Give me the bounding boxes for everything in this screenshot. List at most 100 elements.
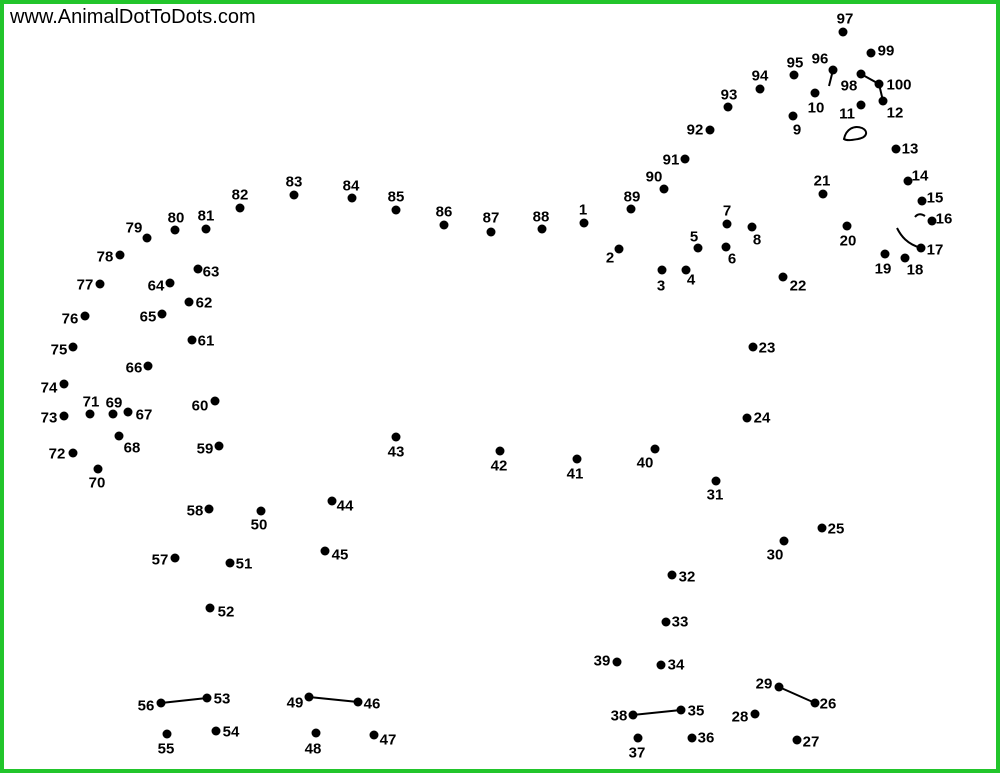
dot-marker	[633, 733, 643, 743]
dot-37: 37	[629, 733, 645, 762]
dot-marker	[162, 729, 172, 739]
dot-number-label: 27	[803, 734, 820, 751]
dot-35: 35	[676, 703, 705, 720]
dot-number-label: 4	[687, 272, 696, 289]
dot-number-label: 24	[754, 410, 771, 427]
dot-marker	[650, 444, 660, 454]
dot-81: 81	[198, 208, 214, 234]
dot-number-label: 2	[606, 250, 614, 267]
dot-marker	[193, 264, 203, 274]
dot-70: 70	[89, 464, 106, 492]
dot-88: 88	[533, 209, 550, 234]
dot-marker	[187, 335, 197, 345]
dot-25: 25	[817, 521, 845, 538]
dot-number-label: 14	[912, 168, 929, 185]
dot-number-label: 10	[808, 100, 825, 117]
dot-marker	[205, 603, 215, 613]
dot-number-label: 1	[579, 202, 587, 219]
dot-number-label: 82	[232, 187, 249, 204]
dot-90: 90	[646, 169, 669, 194]
dot-marker	[878, 96, 888, 106]
dot-number-label: 29	[756, 676, 773, 693]
dot-54: 54	[211, 724, 240, 741]
dot-76: 76	[62, 311, 90, 328]
dot-marker	[774, 682, 784, 692]
dot-marker	[214, 441, 224, 451]
dot-marker	[903, 176, 913, 186]
dot-22: 22	[778, 272, 807, 295]
dot-77: 77	[77, 277, 105, 294]
dot-marker	[157, 309, 167, 319]
dot-number-label: 12	[887, 105, 904, 122]
dot-64: 64	[148, 278, 175, 295]
dot-marker	[204, 504, 214, 514]
dot-11: 11	[839, 100, 866, 123]
dot-number-label: 22	[790, 278, 807, 295]
dot-number-label: 57	[152, 552, 169, 569]
dot-marker	[347, 193, 357, 203]
dot-marker	[693, 243, 703, 253]
dot-number-label: 78	[97, 249, 114, 266]
dot-number-label: 45	[332, 547, 349, 564]
dot-95: 95	[787, 55, 803, 80]
dot-number-label: 88	[533, 209, 550, 226]
dot-number-label: 52	[218, 604, 235, 621]
dot-marker	[391, 205, 401, 215]
dot-number-label: 73	[41, 410, 58, 427]
dot-marker	[170, 225, 180, 235]
dot-marker	[747, 222, 757, 232]
dot-marker	[320, 546, 330, 556]
dot-42: 42	[491, 446, 507, 475]
dot-24: 24	[742, 410, 771, 427]
dot-marker	[486, 227, 496, 237]
dot-8: 8	[747, 222, 761, 249]
dot-number-label: 35	[688, 703, 705, 720]
dot-marker	[68, 342, 78, 352]
dot-33: 33	[661, 614, 688, 631]
dot-55: 55	[158, 729, 174, 758]
dot-marker	[59, 411, 69, 421]
dot-marker	[705, 125, 715, 135]
dot-32: 32	[667, 569, 695, 586]
dot-number-label: 54	[223, 724, 240, 741]
dot-40: 40	[637, 444, 660, 472]
dot-marker	[748, 342, 758, 352]
dot-marker	[779, 536, 789, 546]
dot-marker	[614, 244, 624, 254]
dot-number-label: 20	[840, 233, 857, 250]
dot-number-label: 64	[148, 278, 165, 295]
dot-96: 96	[812, 51, 838, 75]
dot-number-label: 99	[878, 43, 895, 60]
dot-marker	[659, 184, 669, 194]
dot-89: 89	[624, 189, 640, 214]
dot-85: 85	[388, 189, 404, 215]
dot-number-label: 41	[567, 466, 584, 483]
dot-marker	[143, 361, 153, 371]
dot-number-label: 87	[483, 210, 500, 227]
dot-marker	[80, 311, 90, 321]
dot-number-label: 91	[663, 152, 680, 169]
dot-number-label: 25	[828, 521, 845, 538]
dot-57: 57	[152, 552, 180, 569]
dot-100: 100	[874, 77, 912, 94]
dot-3: 3	[657, 265, 667, 295]
dot-marker	[681, 265, 691, 275]
dot-number-label: 9	[793, 122, 801, 139]
dot-marker	[572, 454, 582, 464]
dot-number-label: 70	[89, 475, 106, 492]
dot-marker	[142, 233, 152, 243]
dot-number-label: 63	[203, 264, 220, 281]
dot-number-label: 46	[364, 696, 381, 713]
dot-6: 6	[721, 242, 736, 268]
dot-marker	[657, 265, 667, 275]
dot-marker	[667, 570, 677, 580]
dot-marker	[235, 203, 245, 213]
dot-number-label: 43	[388, 444, 405, 461]
dot-number-label: 94	[752, 68, 769, 85]
dot-marker	[327, 496, 337, 506]
dot-number-label: 38	[611, 708, 628, 725]
dot-47: 47	[369, 730, 396, 749]
dot-number-label: 51	[236, 556, 253, 573]
